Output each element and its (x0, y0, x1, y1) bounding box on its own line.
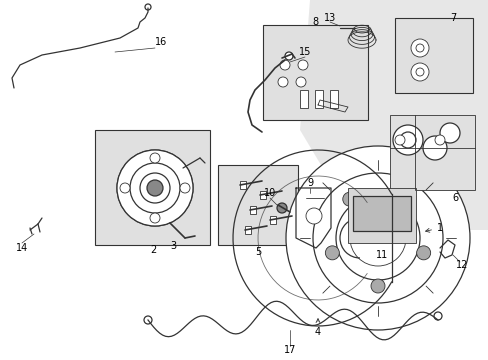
Bar (218, 165, 297, 245)
Circle shape (278, 77, 287, 87)
Bar (244, 226, 250, 234)
Text: 15: 15 (298, 47, 310, 57)
Circle shape (415, 68, 423, 76)
Circle shape (276, 203, 286, 213)
Text: 10: 10 (264, 188, 276, 198)
Circle shape (370, 279, 384, 293)
Bar (249, 206, 256, 214)
Circle shape (394, 135, 404, 145)
Circle shape (335, 196, 419, 280)
Circle shape (295, 77, 305, 87)
Circle shape (180, 183, 190, 193)
Circle shape (150, 213, 160, 223)
Bar (389, 115, 474, 190)
Circle shape (349, 210, 405, 266)
Circle shape (143, 316, 152, 324)
Circle shape (145, 4, 151, 10)
Circle shape (280, 60, 289, 70)
Text: 17: 17 (283, 345, 296, 355)
Text: 4: 4 (314, 319, 321, 337)
Circle shape (140, 173, 170, 203)
Bar (95, 130, 209, 245)
Text: 11: 11 (375, 250, 387, 260)
Bar (329, 90, 337, 108)
Bar (269, 216, 275, 224)
Bar (263, 25, 367, 120)
Text: 12: 12 (455, 260, 467, 270)
Bar (314, 90, 323, 108)
Text: 8: 8 (311, 17, 317, 27)
Circle shape (117, 150, 193, 226)
Circle shape (355, 216, 399, 260)
Text: 2: 2 (149, 245, 156, 255)
Circle shape (416, 246, 430, 260)
Circle shape (117, 150, 193, 226)
Circle shape (305, 208, 321, 224)
Circle shape (150, 153, 160, 163)
Circle shape (285, 52, 292, 60)
Circle shape (325, 246, 339, 260)
Circle shape (439, 123, 459, 143)
Text: 16: 16 (155, 37, 167, 47)
Circle shape (433, 312, 441, 320)
Circle shape (410, 63, 428, 81)
Bar (347, 188, 415, 243)
Circle shape (399, 132, 415, 148)
Circle shape (434, 135, 444, 145)
Circle shape (410, 39, 428, 57)
Circle shape (130, 163, 180, 213)
Circle shape (422, 136, 446, 160)
Circle shape (342, 192, 356, 206)
Bar (260, 191, 265, 199)
Text: 13: 13 (323, 13, 335, 23)
Text: 5: 5 (254, 247, 261, 257)
Bar (352, 196, 410, 231)
Circle shape (398, 192, 412, 206)
Text: 9: 9 (306, 178, 312, 188)
Text: 6: 6 (451, 193, 457, 203)
Bar (240, 181, 245, 189)
Circle shape (415, 44, 423, 52)
Circle shape (297, 60, 307, 70)
Bar (337, 178, 422, 253)
Text: 14: 14 (16, 243, 28, 253)
Circle shape (312, 173, 442, 303)
Circle shape (120, 183, 130, 193)
Bar (394, 18, 472, 93)
Polygon shape (299, 0, 488, 230)
Bar (299, 90, 307, 108)
Text: 7: 7 (449, 13, 455, 23)
Circle shape (392, 125, 422, 155)
Circle shape (147, 180, 163, 196)
Text: 3: 3 (170, 241, 176, 251)
Text: 1: 1 (425, 223, 442, 233)
Circle shape (285, 146, 469, 330)
